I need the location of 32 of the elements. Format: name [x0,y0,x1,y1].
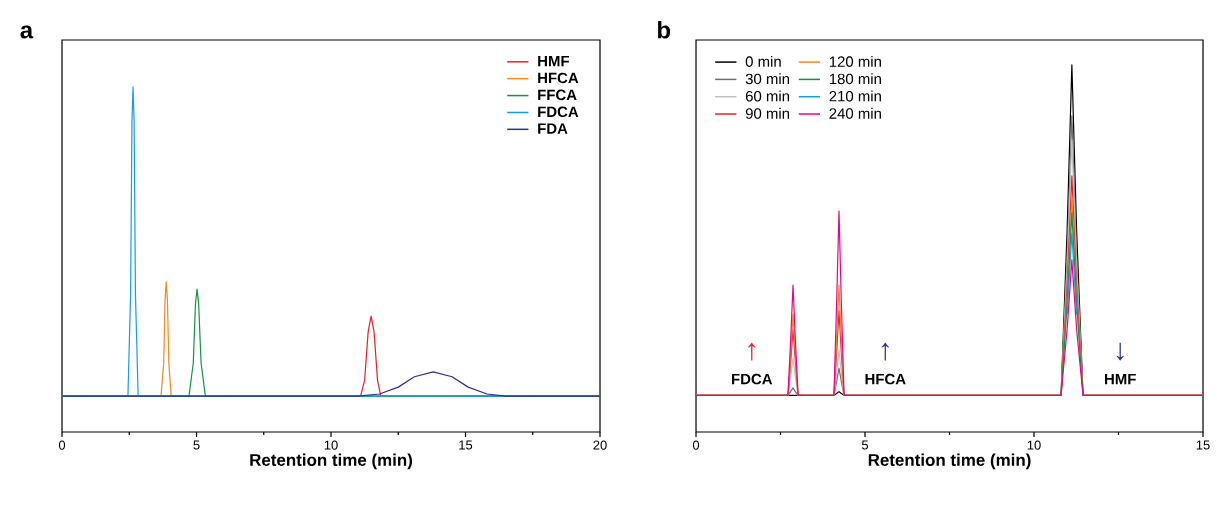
annotation: ↑ [748,342,756,361]
x-tick-label: 10 [1027,440,1041,450]
legend-label: FFCA [538,89,577,101]
legend-label: FDA [538,123,568,134]
legend-label: 120 min [829,55,881,67]
annotation: ↑ [881,342,889,361]
x-tick-label: 20 [593,440,607,450]
x-tick-label: 0 [692,440,700,450]
annotation: FDCA [732,373,773,385]
annotation: ↓ [1116,342,1124,361]
x-tick-label: 5 [861,440,869,450]
legend-label: HMF [538,55,569,67]
legend-label: FDCA [538,106,579,118]
annotation: HMF [1105,373,1136,385]
legend-label: 180 min [829,73,881,85]
x-tick-label: 15 [459,440,473,450]
legend-label: 60 min [745,90,790,102]
legend-label: 240 min [829,107,881,119]
chart-title: b [658,20,671,39]
legend-label: 90 min [745,107,790,119]
legend-label: HFCA [538,72,579,84]
x-tick-label: 10 [324,440,338,450]
legend-label: 30 min [745,73,790,85]
x-tick-label: 5 [193,440,200,450]
legend-label: 210 min [829,90,881,102]
x-tick-label: 0 [58,440,66,450]
annotation: HFCA [865,373,906,385]
x-axis-title: Retention time (min) [868,453,1031,470]
x-tick-label: 15 [1196,440,1210,450]
x-axis-title: Retention time (min) [250,453,413,470]
legend-label: 0 min [745,55,781,67]
chart-title: a [20,25,34,39]
